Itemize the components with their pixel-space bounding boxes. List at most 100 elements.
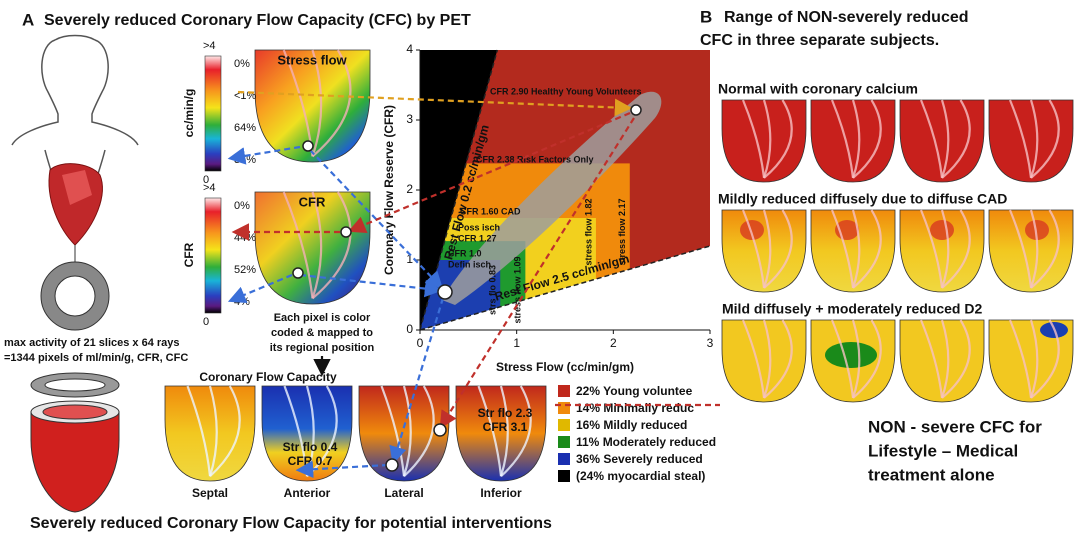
map-contour [852,209,882,289]
map-contour [1029,99,1039,179]
marker-circle [302,140,314,152]
marker-circle [630,104,642,116]
zone-label: CFR 1.60 CAD [460,206,521,216]
map-annotation: CFR 0.7 [288,454,333,468]
y-tick-label: 0 [406,322,413,336]
arrow [237,90,633,117]
map-contour [940,209,950,289]
slices-note: =1344 pixels of ml/min/g, CFR, CFC [4,352,188,364]
annotation-arrows [227,90,720,479]
cfc-map [164,385,256,482]
map-contour [1029,209,1039,289]
region-percent: 52% [234,264,256,276]
color-bar [204,55,222,172]
polar-map [988,99,1074,183]
rest-flow-line [419,245,711,331]
arrow [227,145,301,165]
color-bar [204,197,222,314]
legend-label: 22% Young voluntee [576,384,693,398]
cfc-map [261,385,353,482]
x-tick-label: 1 [513,336,520,350]
map-contour [852,99,882,179]
stress-label: strs flo 0.83 [488,265,498,315]
pixel-note: coded & mapped to [271,327,373,339]
legend-label: 36% Severely reduced [576,452,703,466]
polar-map [810,99,896,183]
map-contour [403,385,435,478]
map-contour [830,99,855,179]
slices-note: max activity of 21 slices x 64 rays [4,337,180,349]
legend-swatch [558,453,570,465]
map-contour [306,385,338,478]
polar-map [899,209,985,293]
panel-letter: B [700,7,712,26]
map-contour [477,385,503,477]
ventricle-cylinder [30,411,120,513]
map-contour [919,319,944,399]
arrow [439,117,635,429]
legend-label: (24% myocardial steal) [576,469,705,483]
map-contour [1030,319,1060,399]
y-axis-label: Coronary Flow Reserve (CFR) [382,105,396,275]
marker-circle [437,284,453,300]
marker-circle [385,458,399,472]
map-contour [380,385,406,477]
map-contour [1008,99,1033,179]
map-contour [941,209,971,289]
legend-label: 16% Mildly reduced [576,418,687,432]
region-percent: 0% [234,200,250,212]
scale-top: >4 [203,40,216,52]
marker-circle [340,226,352,238]
zone-label: CFR 2.38 Risk Factors Only [476,154,594,164]
map-contour [500,385,532,478]
stress-label: stress flow 1.09 [513,256,523,323]
scale-top: >4 [203,182,216,194]
x-tick-label: 0 [417,336,424,350]
map-contour [209,385,241,478]
arrow [295,460,389,479]
arrow [309,149,444,290]
heart-illustration [48,163,103,246]
legend-swatch [558,436,570,448]
polar-map [899,99,985,183]
map-annotation: CFR 3.1 [483,420,528,434]
map-contour [282,191,314,299]
y-tick-label: 4 [406,42,413,56]
panel-title: Severely reduced Coronary Flow Capacity … [44,12,471,29]
map-contour [830,319,855,399]
map-annotation: Str flo 0.4 [283,440,338,454]
map-contour [919,99,944,179]
x-tick-label: 3 [707,336,714,350]
map-contour [1008,319,1033,399]
map-annotation: Str flo 2.3 [478,406,533,420]
map-contour [762,209,772,289]
cfc-map [358,385,450,482]
zone-label: Poss isch [458,222,500,232]
legend-label: 11% Moderately reduced [576,435,716,449]
map-contour [1030,99,1060,179]
polar-map [254,49,371,163]
row-label: Mildly reduced diffusely due to diffuse … [718,191,1007,207]
arrow [299,273,443,298]
map-contour [208,385,218,477]
panel-title: CFC in three separate subjects. [700,32,939,49]
zone-label: Defin isch [448,259,491,269]
polar-map [988,209,1074,293]
panel-title: Range of NON-severely reduced [724,9,969,26]
legend-swatch [558,385,570,397]
map-contour [851,209,861,289]
map-contour [741,209,766,289]
map-contour [852,319,882,399]
map-contour [311,49,323,157]
view-label: Septal [192,486,228,500]
map-contour [741,99,766,179]
map-patch [1025,220,1049,240]
map-contour [311,191,323,299]
ring-inner [54,275,96,317]
scale-unit: CFR [182,242,196,267]
arrow [227,273,293,304]
x-tick-label: 2 [610,336,617,350]
polar-map [899,319,985,403]
map-contour [940,99,950,179]
map-contour [851,319,861,399]
